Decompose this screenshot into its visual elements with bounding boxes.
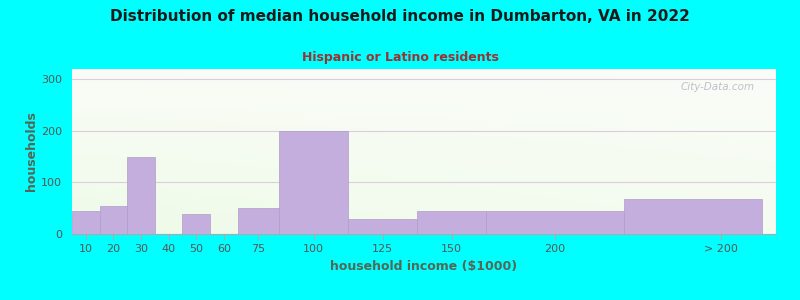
Y-axis label: households: households	[26, 112, 38, 191]
Text: City-Data.com: City-Data.com	[681, 82, 755, 92]
Bar	[624, 199, 762, 234]
Bar	[100, 206, 127, 234]
Text: Hispanic or Latino residents: Hispanic or Latino residents	[302, 51, 498, 64]
Bar	[486, 211, 624, 234]
Bar	[127, 157, 155, 234]
Bar	[417, 211, 486, 234]
Bar	[72, 211, 100, 234]
Bar	[279, 131, 348, 234]
X-axis label: household income ($1000): household income ($1000)	[330, 260, 518, 273]
Bar	[348, 218, 417, 234]
Bar	[238, 208, 279, 234]
Text: Distribution of median household income in Dumbarton, VA in 2022: Distribution of median household income …	[110, 9, 690, 24]
Bar	[182, 214, 210, 234]
